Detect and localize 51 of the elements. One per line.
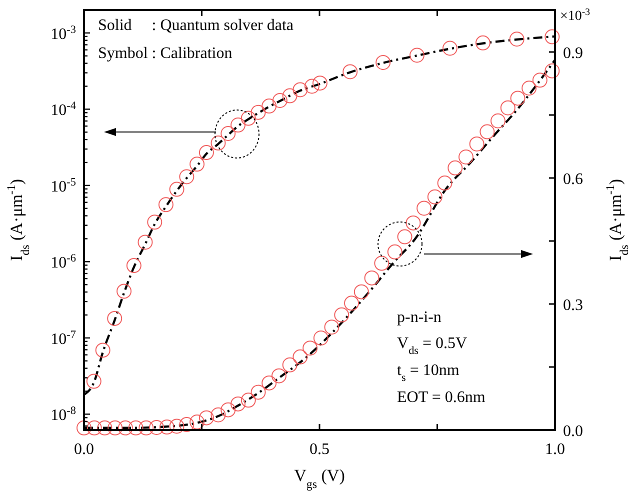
y-tick-label: 10$^{-4}$ bbox=[50, 100, 76, 120]
point bbox=[409, 48, 424, 63]
x-tick-label: 0.5 bbox=[310, 441, 330, 458]
point bbox=[282, 88, 298, 104]
point bbox=[304, 78, 320, 94]
point bbox=[126, 258, 142, 274]
annotation: EOT = 0.6nm bbox=[397, 389, 486, 406]
point bbox=[147, 214, 162, 230]
annotation: t$_{s}$ = 10nm bbox=[397, 362, 460, 384]
point bbox=[544, 29, 560, 44]
y-tick-label: 10$^{-8}$ bbox=[50, 405, 76, 424]
annotation: Symbol : Calibration bbox=[98, 45, 232, 62]
annotation: V$_{ds}$ = 0.5V bbox=[397, 335, 468, 357]
point bbox=[138, 234, 153, 250]
x-tick-label: 0.0 bbox=[74, 441, 94, 458]
point bbox=[230, 118, 246, 133]
point bbox=[190, 156, 205, 172]
x-axis-title: V$_{gs}$ (V) bbox=[294, 466, 345, 491]
point bbox=[95, 342, 110, 358]
point bbox=[442, 40, 458, 56]
point bbox=[376, 54, 391, 70]
point bbox=[312, 76, 328, 91]
y-tick-label: 10$^{-3}$ bbox=[50, 24, 76, 43]
point bbox=[272, 93, 288, 108]
point bbox=[179, 169, 194, 184]
annotation: Solid : Quantum solver data bbox=[98, 17, 294, 34]
point bbox=[86, 374, 102, 389]
y-tick-label: 10$^{-7}$ bbox=[50, 328, 76, 348]
point bbox=[475, 35, 490, 50]
y-tick-label: 10$^{-6}$ bbox=[50, 252, 76, 272]
point bbox=[509, 32, 524, 47]
point bbox=[210, 136, 226, 151]
x-tick-label: 1.0 bbox=[545, 441, 565, 458]
y2-tick-label: 0.3 bbox=[563, 297, 583, 314]
point bbox=[220, 126, 236, 141]
point bbox=[262, 98, 277, 114]
annotation: p-n-i-n bbox=[397, 309, 442, 326]
point bbox=[116, 284, 132, 299]
point bbox=[292, 82, 308, 98]
y2-tick-label: 0.0 bbox=[563, 423, 583, 440]
text: ×10$^{-3}$ bbox=[560, 6, 590, 24]
point bbox=[169, 182, 184, 197]
point bbox=[240, 110, 256, 126]
point bbox=[158, 197, 174, 212]
y2-tick-label: 0.6 bbox=[563, 171, 583, 188]
point bbox=[107, 310, 122, 326]
y-tick-label: 10$^{-5}$ bbox=[50, 176, 76, 196]
point bbox=[342, 64, 358, 80]
y2-tick-label: 0.9 bbox=[563, 45, 583, 62]
point bbox=[198, 145, 214, 160]
point bbox=[250, 104, 266, 120]
